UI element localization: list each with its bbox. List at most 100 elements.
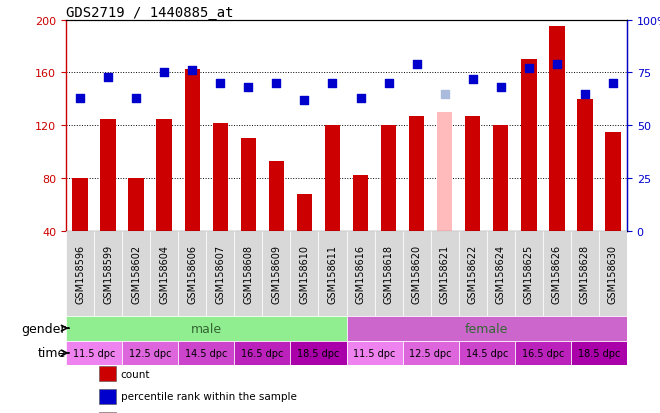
Point [215, 81, 226, 87]
Bar [100, 119, 115, 231]
Text: count: count [121, 369, 150, 379]
Text: GSM158610: GSM158610 [300, 244, 310, 303]
Bar [290, 231, 318, 316]
Point [131, 95, 141, 102]
Point [271, 81, 282, 87]
Text: GSM158622: GSM158622 [468, 244, 478, 303]
Point [75, 95, 85, 102]
Bar [234, 341, 290, 366]
Bar [319, 231, 346, 316]
Text: GSM158620: GSM158620 [412, 244, 422, 303]
Point [467, 76, 478, 83]
Bar [571, 231, 599, 316]
Text: male: male [191, 322, 222, 335]
Text: GSM158596: GSM158596 [75, 244, 85, 303]
Bar [578, 100, 593, 231]
Bar [430, 231, 459, 316]
Bar [66, 316, 347, 341]
Text: 12.5 dpc: 12.5 dpc [129, 348, 172, 358]
Bar [66, 231, 94, 316]
Bar [346, 231, 375, 316]
Text: 18.5 dpc: 18.5 dpc [578, 348, 620, 358]
Text: GSM158604: GSM158604 [159, 244, 169, 303]
Text: gender: gender [22, 322, 66, 335]
Point [496, 85, 506, 91]
Text: 16.5 dpc: 16.5 dpc [241, 348, 284, 358]
Text: 14.5 dpc: 14.5 dpc [185, 348, 228, 358]
Text: 11.5 dpc: 11.5 dpc [353, 348, 396, 358]
Text: GSM158608: GSM158608 [244, 244, 253, 303]
Text: GDS2719 / 1440885_at: GDS2719 / 1440885_at [66, 6, 234, 20]
Text: GSM158607: GSM158607 [215, 244, 225, 303]
Point [411, 62, 422, 68]
Bar [122, 231, 150, 316]
Text: GSM158616: GSM158616 [356, 244, 366, 303]
Bar [543, 231, 571, 316]
Point [327, 81, 338, 87]
Bar [178, 341, 234, 366]
Text: GSM158609: GSM158609 [271, 244, 281, 303]
Point [243, 85, 253, 91]
Text: 11.5 dpc: 11.5 dpc [73, 348, 115, 358]
Bar [605, 133, 620, 231]
Bar [571, 341, 627, 366]
Bar [515, 231, 543, 316]
Point [579, 91, 590, 98]
Point [187, 68, 197, 74]
Bar [66, 341, 122, 366]
Bar [599, 231, 627, 316]
Bar [346, 341, 403, 366]
Point [383, 81, 394, 87]
Bar [459, 341, 515, 366]
Bar [549, 27, 564, 231]
Text: GSM158606: GSM158606 [187, 244, 197, 303]
Bar [150, 231, 178, 316]
Point [440, 91, 450, 98]
Text: time: time [38, 347, 66, 360]
Text: GSM158625: GSM158625 [524, 244, 534, 303]
Text: 18.5 dpc: 18.5 dpc [297, 348, 340, 358]
Point [159, 70, 170, 76]
Text: GSM158611: GSM158611 [327, 244, 337, 303]
Text: GSM158621: GSM158621 [440, 244, 449, 303]
Bar [403, 231, 431, 316]
Text: GSM158618: GSM158618 [383, 244, 393, 303]
Bar [73, 178, 88, 231]
Bar [122, 341, 178, 366]
Bar [325, 126, 340, 231]
Bar [185, 69, 200, 231]
Bar [346, 316, 627, 341]
Point [299, 97, 310, 104]
Bar [234, 231, 263, 316]
Bar [213, 123, 228, 231]
Text: GSM158626: GSM158626 [552, 244, 562, 303]
Text: GSM158628: GSM158628 [580, 244, 590, 303]
Bar [156, 119, 172, 231]
Bar [459, 231, 487, 316]
Point [552, 62, 562, 68]
Text: 14.5 dpc: 14.5 dpc [465, 348, 508, 358]
Bar [403, 341, 459, 366]
Bar [297, 195, 312, 231]
Text: percentile rank within the sample: percentile rank within the sample [121, 392, 296, 401]
Bar [94, 231, 122, 316]
Bar [178, 231, 206, 316]
Bar [241, 139, 256, 231]
Bar [409, 117, 424, 231]
Point [523, 66, 534, 72]
Bar [381, 126, 396, 231]
Point [103, 74, 114, 81]
Bar [269, 161, 284, 231]
Point [608, 81, 618, 87]
Text: GSM158599: GSM158599 [103, 244, 113, 303]
Point [355, 95, 366, 102]
Bar [487, 231, 515, 316]
Text: 16.5 dpc: 16.5 dpc [521, 348, 564, 358]
Text: GSM158624: GSM158624 [496, 244, 506, 303]
Bar [206, 231, 234, 316]
Bar [437, 113, 452, 231]
Bar [129, 178, 144, 231]
Text: GSM158630: GSM158630 [608, 244, 618, 303]
Text: female: female [465, 322, 508, 335]
Bar [465, 117, 480, 231]
